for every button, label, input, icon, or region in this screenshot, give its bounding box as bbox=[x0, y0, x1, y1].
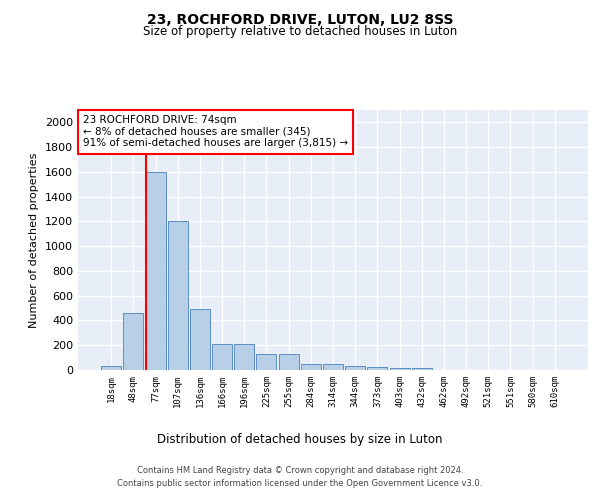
Y-axis label: Number of detached properties: Number of detached properties bbox=[29, 152, 40, 328]
Text: Contains public sector information licensed under the Open Government Licence v3: Contains public sector information licen… bbox=[118, 479, 482, 488]
Bar bbox=[124, 313, 143, 370]
Bar bbox=[301, 364, 321, 370]
Bar bbox=[412, 368, 432, 370]
Bar bbox=[389, 368, 410, 370]
Text: Contains HM Land Registry data © Crown copyright and database right 2024.: Contains HM Land Registry data © Crown c… bbox=[137, 466, 463, 475]
Bar bbox=[190, 310, 210, 370]
Bar bbox=[101, 366, 121, 370]
Bar bbox=[367, 367, 388, 370]
Bar bbox=[168, 222, 188, 370]
Bar bbox=[256, 354, 277, 370]
Text: 23 ROCHFORD DRIVE: 74sqm
← 8% of detached houses are smaller (345)
91% of semi-d: 23 ROCHFORD DRIVE: 74sqm ← 8% of detache… bbox=[83, 115, 348, 148]
Text: 23, ROCHFORD DRIVE, LUTON, LU2 8SS: 23, ROCHFORD DRIVE, LUTON, LU2 8SS bbox=[147, 12, 453, 26]
Bar bbox=[212, 344, 232, 370]
Text: Distribution of detached houses by size in Luton: Distribution of detached houses by size … bbox=[157, 432, 443, 446]
Bar bbox=[146, 172, 166, 370]
Bar bbox=[234, 344, 254, 370]
Bar bbox=[323, 364, 343, 370]
Bar bbox=[345, 366, 365, 370]
Bar bbox=[278, 354, 299, 370]
Text: Size of property relative to detached houses in Luton: Size of property relative to detached ho… bbox=[143, 25, 457, 38]
